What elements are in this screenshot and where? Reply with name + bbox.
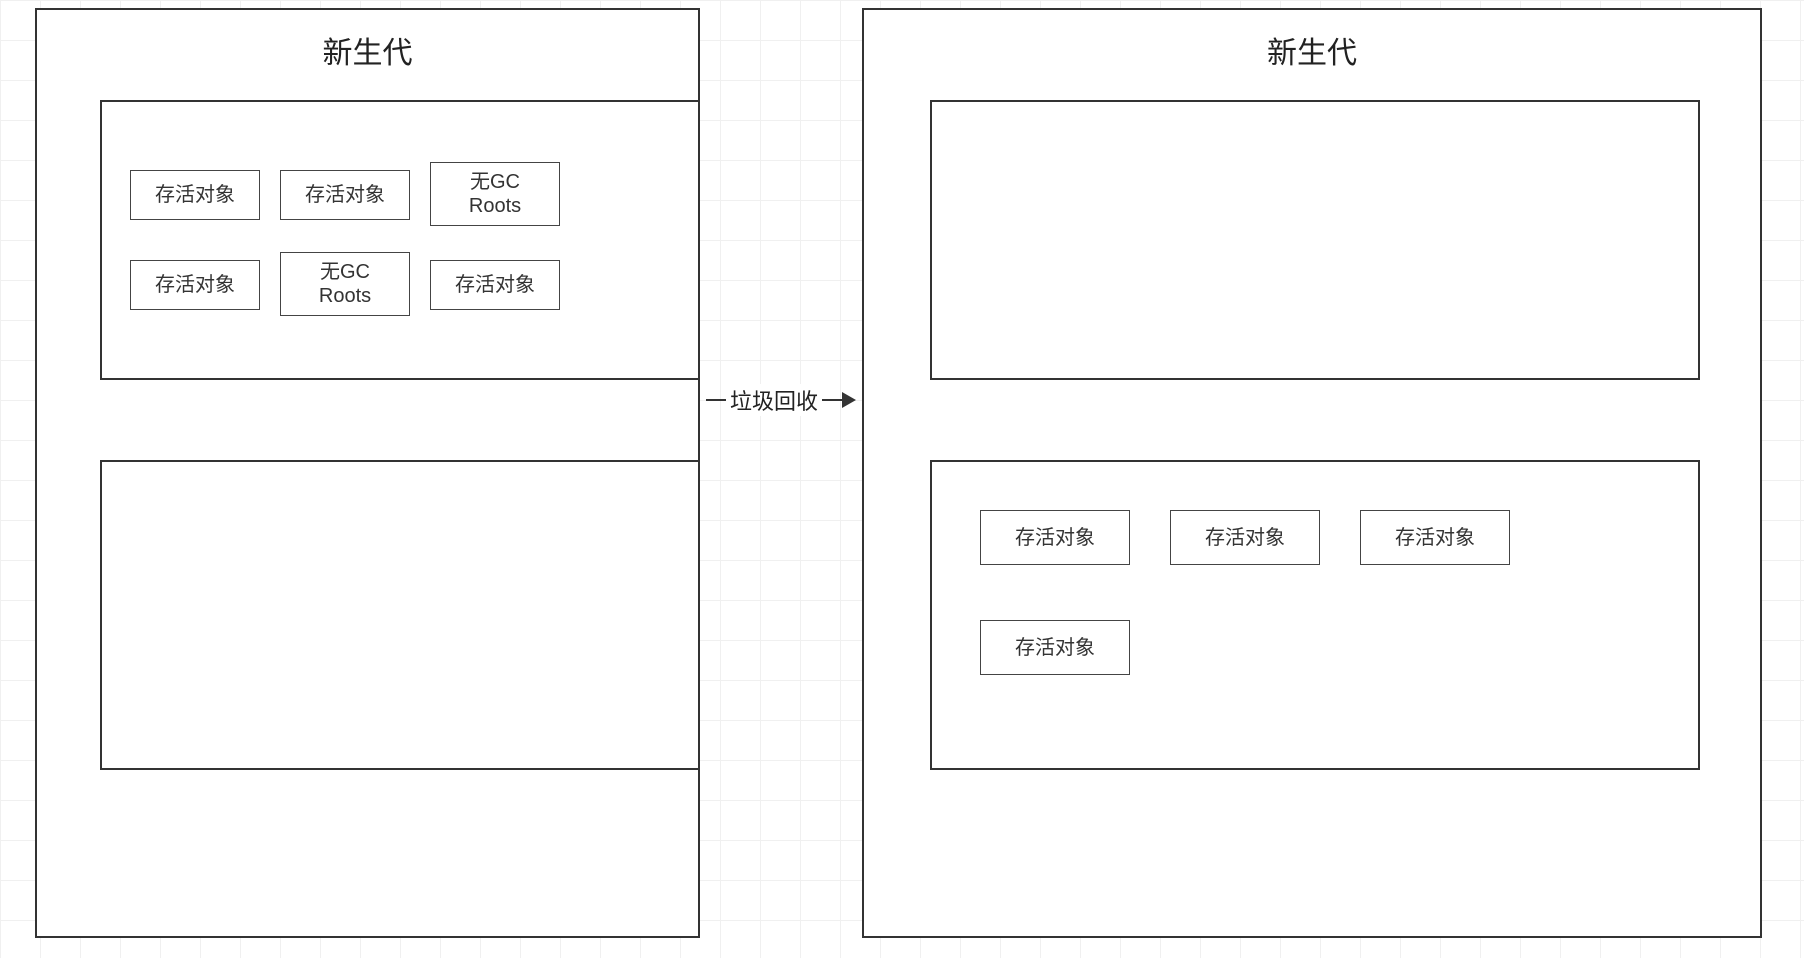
arrow-line-left [706, 399, 726, 401]
arrow-line-right [822, 399, 842, 401]
left_panel-object: 无GCRoots [430, 162, 560, 226]
right_panel-region-bottom [930, 460, 1700, 770]
right_panel-region-top [930, 100, 1700, 380]
left_panel-region-top [100, 100, 700, 380]
left_panel-region-bottom [100, 460, 700, 770]
left_panel-object: 无GCRoots [280, 252, 410, 316]
right_panel-object: 存活对象 [1170, 510, 1320, 565]
right_panel-object: 存活对象 [980, 510, 1130, 565]
left_panel-object: 存活对象 [280, 170, 410, 220]
arrow-head-icon [842, 392, 856, 408]
diagram-stage: 新生代存活对象存活对象无GCRoots存活对象无GCRoots存活对象新生代存活… [0, 0, 1804, 958]
gc-arrow: 垃圾回收 [700, 386, 862, 414]
arrow-label: 垃圾回收 [726, 384, 822, 416]
left_panel-object: 存活对象 [130, 260, 260, 310]
left_panel-title: 新生代 [37, 28, 698, 72]
left_panel-object: 存活对象 [430, 260, 560, 310]
left_panel-object: 存活对象 [130, 170, 260, 220]
right_panel-object: 存活对象 [1360, 510, 1510, 565]
right_panel-title: 新生代 [864, 28, 1760, 72]
right_panel-object: 存活对象 [980, 620, 1130, 675]
